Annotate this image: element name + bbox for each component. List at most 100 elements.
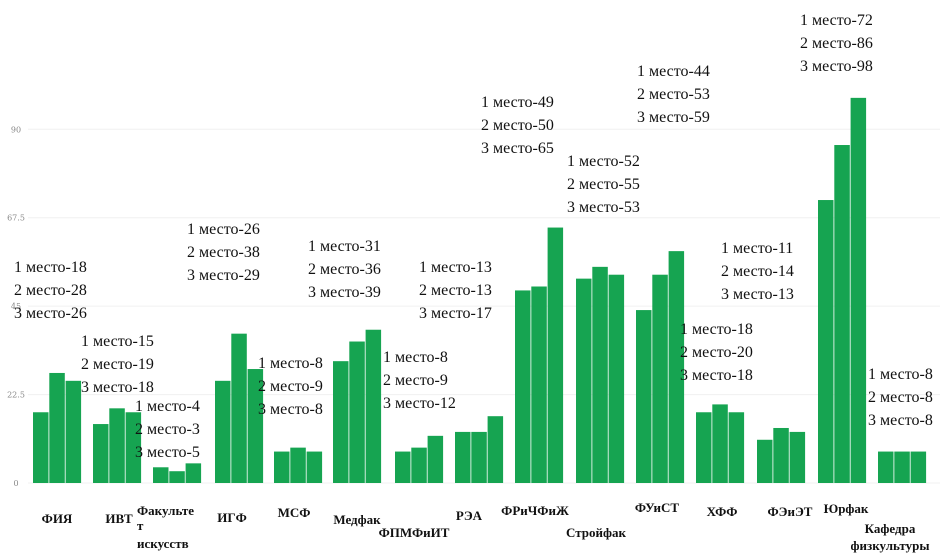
category-label: ХФФ (707, 504, 738, 519)
data-annotation-label: 2 место-50 (481, 117, 554, 134)
bar-3-place (910, 451, 927, 483)
bar-2-place (411, 447, 427, 483)
data-annotation-label: 1 место-8 (383, 349, 448, 366)
bar-2-place (231, 333, 247, 483)
bar-1-place (455, 431, 471, 483)
data-annotation-label: 3 место-8 (868, 412, 933, 429)
category-label: ФПМФиИТ (379, 525, 450, 540)
data-annotation-label: 1 место-8 (258, 355, 323, 372)
bar-1-place (215, 380, 231, 483)
bar-3-place (247, 369, 264, 483)
bar-3-place (850, 97, 867, 484)
data-annotation-label: 2 место-86 (800, 35, 873, 52)
bar-1-place (153, 467, 169, 483)
bar-1-place (636, 310, 652, 483)
bar-2-place (349, 341, 365, 483)
y-tick-label: 45 (11, 302, 21, 311)
bar-2-place (471, 431, 487, 483)
bar-3-place (668, 251, 685, 483)
data-annotation-label: 1 место-31 (308, 238, 381, 255)
data-annotation-label: 1 место-72 (800, 12, 873, 29)
bar-3-place (65, 380, 82, 483)
bar-3-place (427, 435, 444, 483)
data-annotation-label: 1 место-52 (567, 153, 640, 170)
data-annotation-label: 1 место-11 (721, 240, 793, 257)
data-annotation-label: 2 место-9 (383, 372, 448, 389)
data-annotation-label: 3 место-18 (81, 379, 154, 396)
data-annotation-label: 2 место-13 (419, 282, 492, 299)
data-annotation-label: 3 место-53 (567, 199, 640, 216)
category-label: ФИЯ (42, 511, 73, 526)
data-annotation-label: 3 место-18 (680, 367, 753, 384)
bar-3-place (789, 431, 806, 483)
bar-1-place (757, 439, 773, 483)
category-label: Стройфак (566, 525, 626, 540)
category-label: т (137, 518, 144, 533)
category-label: ИГФ (217, 510, 247, 525)
bar-2-place (109, 408, 125, 483)
y-tick-label: 22.5 (7, 391, 25, 400)
bar-1-place (818, 200, 834, 484)
data-annotation-label: 2 место-9 (258, 378, 323, 395)
data-annotation-label: 2 место-19 (81, 356, 154, 373)
data-annotation-label: 3 место-5 (135, 444, 200, 461)
data-annotation-label: 2 место-28 (14, 282, 87, 299)
bar-2-place (773, 427, 789, 483)
category-label: ИВТ (105, 511, 133, 526)
bar-1-place (93, 424, 109, 483)
bar-3-place (608, 274, 625, 483)
data-annotation-label: 3 место-29 (187, 267, 260, 284)
data-annotation-label: 2 место-53 (637, 86, 710, 103)
data-annotation-label: 1 место-15 (81, 333, 154, 350)
y-tick-label: 0 (13, 479, 18, 488)
data-annotation-label: 1 место-4 (135, 398, 200, 415)
category-label: Юрфак (824, 501, 869, 516)
data-annotation-label: 2 место-14 (721, 263, 794, 280)
data-annotation-label: 1 место-8 (868, 366, 933, 383)
data-annotation-label: 3 место-39 (308, 284, 381, 301)
data-annotation-label: 1 место-26 (187, 221, 260, 238)
category-label: Факульте (137, 503, 194, 518)
data-annotation-label: 3 место-98 (800, 58, 873, 75)
data-annotation-label: 3 место-26 (14, 305, 87, 322)
data-annotation-label: 3 место-13 (721, 286, 794, 303)
bar-2-place (652, 274, 668, 483)
data-annotation-label: 1 место-49 (481, 94, 554, 111)
data-annotation-label: 3 место-8 (258, 401, 323, 418)
bars-layer (33, 97, 927, 484)
category-label: ФРиЧФиЖ (501, 503, 569, 518)
category-label: ФЭиЭТ (768, 504, 813, 519)
bar-2-place (592, 266, 608, 483)
category-label: ФУиСТ (635, 500, 680, 515)
data-annotation-label: 1 место-18 (680, 321, 753, 338)
bar-3-place (728, 412, 745, 483)
category-label: Медфак (333, 512, 381, 527)
bar-1-place (33, 412, 49, 483)
bar-3-place (306, 451, 323, 483)
data-annotation-label: 2 место-38 (187, 244, 260, 261)
bar-1-place (515, 290, 531, 483)
data-annotation-label: 1 место-13 (419, 259, 492, 276)
data-annotation-label: 3 место-65 (481, 140, 554, 157)
data-annotation-label: 2 место-36 (308, 261, 381, 278)
data-annotation-label: 1 место-18 (14, 259, 87, 276)
data-annotation-label: 2 место-20 (680, 344, 753, 361)
bar-2-place (834, 145, 850, 483)
category-label: МСФ (278, 505, 311, 520)
bar-3-place (125, 412, 142, 483)
category-label: физкультуры (851, 538, 930, 553)
bar-1-place (696, 412, 712, 483)
bar-1-place (333, 361, 349, 483)
y-tick-label: 90 (11, 125, 21, 134)
bar-1-place (878, 451, 894, 483)
data-annotation-label: 1 место-44 (637, 63, 710, 80)
category-label: Кафедра (865, 521, 916, 536)
data-annotation-label: 3 место-59 (637, 109, 710, 126)
bar-2-place (894, 451, 910, 483)
bar-1-place (576, 278, 592, 483)
bar-2-place (712, 404, 728, 483)
data-annotation-label: 3 место-12 (383, 395, 456, 412)
bar-3-place (365, 329, 382, 483)
